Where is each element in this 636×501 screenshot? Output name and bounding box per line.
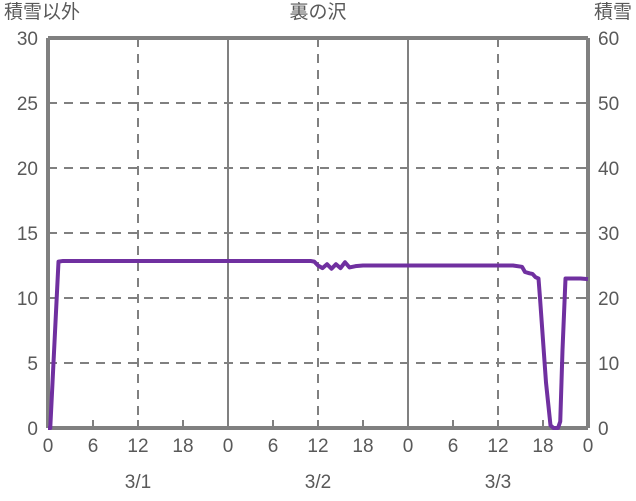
x-tick-label: 6	[268, 436, 279, 457]
x-tick-label: 0	[223, 436, 234, 457]
day-label: 3/2	[305, 472, 331, 493]
day-label: 3/1	[125, 472, 151, 493]
x-tick-label: 0	[43, 436, 54, 457]
bottom-axis-tick-labels: 0 6 12 18 0 6 12 18 0 6 12 18 0	[43, 436, 594, 457]
day-separator-lines	[227, 38, 409, 428]
left-axis-title: 積雪以外	[4, 2, 81, 23]
bottom-axis-ticks	[92, 420, 544, 428]
y-tick-label: 30	[17, 29, 38, 50]
x-tick-label: 6	[448, 436, 459, 457]
day-labels: 3/1 3/2 3/3	[125, 472, 511, 493]
vertical-gridlines-dashed	[137, 38, 499, 428]
data-series-group	[48, 258, 589, 430]
day-label: 3/3	[485, 472, 511, 493]
series-line-0	[48, 258, 589, 430]
y-tick-label: 25	[17, 94, 38, 115]
x-tick-label: 0	[403, 436, 414, 457]
y-tick-label: 0	[27, 419, 38, 440]
x-tick-label: 18	[532, 436, 553, 457]
y-tick-label: 5	[27, 354, 38, 375]
y2-tick-label: 60	[598, 29, 619, 50]
x-tick-label: 6	[88, 436, 99, 457]
y2-tick-label: 10	[598, 354, 619, 375]
y2-tick-label: 50	[598, 94, 619, 115]
x-tick-label: 18	[172, 436, 193, 457]
right-axis-title: 積雪	[593, 2, 632, 23]
x-tick-label: 12	[307, 436, 328, 457]
x-tick-label: 0	[583, 436, 594, 457]
page-title: 裏の沢	[289, 2, 347, 23]
y2-tick-label: 30	[598, 224, 619, 245]
y2-tick-label: 40	[598, 159, 619, 180]
x-tick-label: 12	[127, 436, 148, 457]
y2-tick-label: 20	[598, 289, 619, 310]
y-tick-label: 15	[17, 224, 38, 245]
x-tick-label: 12	[487, 436, 508, 457]
right-axis-ticks	[580, 102, 588, 364]
y-tick-label: 20	[17, 159, 38, 180]
y2-tick-label: 0	[598, 419, 609, 440]
y-tick-label: 10	[17, 289, 38, 310]
x-tick-label: 18	[352, 436, 373, 457]
left-axis-tick-labels: 0 5 10 15 20 25 30	[17, 29, 38, 440]
right-axis-tick-labels: 0 10 20 30 40 50 60	[598, 29, 619, 440]
